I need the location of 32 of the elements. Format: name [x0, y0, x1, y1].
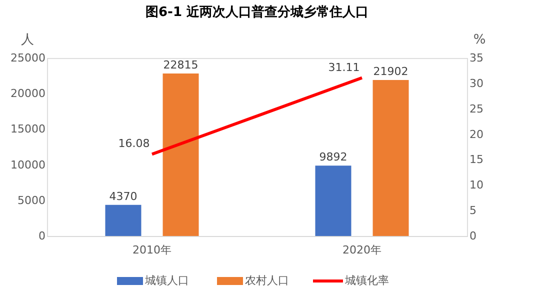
data-label: 9892 [319, 150, 348, 164]
y2-tick-label: 5 [470, 204, 476, 218]
bar [162, 74, 199, 236]
y-tick-label: 10000 [10, 158, 46, 172]
x-tick-label: 2020年 [342, 244, 382, 256]
legend-label: 农村人口 [245, 274, 289, 287]
y-tick-label: 0 [38, 230, 46, 242]
bar [105, 204, 142, 236]
bar [372, 80, 409, 236]
y2-tick-label: 35 [470, 52, 484, 64]
data-label: 22815 [163, 58, 198, 72]
y-tick-label: 15000 [10, 122, 46, 136]
y2-tick-label: 15 [470, 153, 484, 166]
y2-tick-label: 10 [470, 178, 484, 192]
data-label: 21902 [373, 65, 408, 78]
y-tick-label: 5000 [18, 194, 46, 207]
y2-tick-label: 0 [470, 230, 476, 242]
y2-axis-title: % [473, 32, 486, 48]
y2-tick-label: 20 [470, 128, 484, 141]
legend-label: 城镇化率 [344, 274, 389, 287]
y2-tick-label: 30 [470, 76, 484, 90]
y-tick-label: 25000 [10, 52, 46, 64]
y-tick-label: 20000 [10, 87, 46, 100]
legend-label: 城镇人口 [144, 274, 189, 287]
bar [315, 166, 352, 236]
data-label: 4370 [109, 190, 138, 203]
y2-tick-label: 25 [470, 102, 484, 116]
y-axis-title: 人 [21, 32, 34, 48]
data-label: 16.08 [118, 137, 150, 150]
chart-title: 图6-1 近两次人口普查分城乡常住人口 [145, 4, 369, 20]
x-tick-label: 2010年 [132, 244, 172, 256]
data-label: 31.11 [328, 60, 360, 74]
